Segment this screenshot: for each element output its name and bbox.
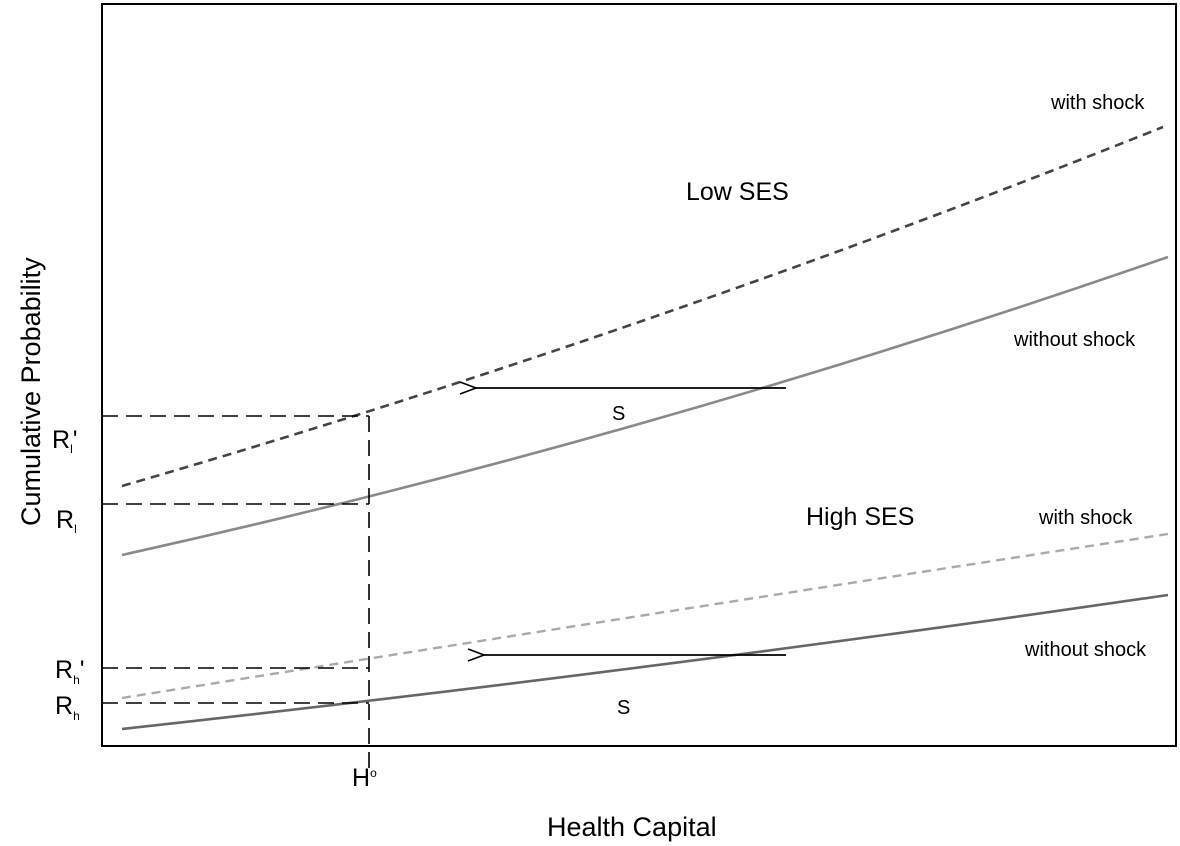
x-axis-title: Health Capital	[547, 812, 717, 842]
plot-frame	[101, 3, 1177, 747]
y-tick-rl: Rl	[56, 506, 77, 536]
low-ses-without-shock-curve	[121, 255, 1169, 557]
high-without-shock-label: without shock	[1024, 639, 1147, 661]
high-ses-with-shock-curve	[121, 532, 1169, 700]
low-ses-with-shock-curve	[121, 125, 1164, 488]
y-tick-rh: Rh	[55, 692, 80, 723]
high-ses-without-shock-curve	[121, 593, 1169, 731]
y-tick-rh-prime: Rh'	[55, 656, 85, 687]
high-with-shock-label: with shock	[1038, 507, 1133, 529]
low-without-shock-label: without shock	[1013, 329, 1136, 351]
high-ses-shift-label: S	[617, 697, 630, 719]
x-tick-h0: Ho	[352, 764, 377, 792]
guide-lines	[102, 415, 370, 770]
y-tick-rl-prime: Rl'	[52, 426, 78, 456]
low-ses-label: Low SES	[686, 178, 789, 206]
low-with-shock-label: with shock	[1050, 92, 1145, 114]
y-axis-title: Cumulative Probability	[16, 257, 46, 526]
low-ses-shift-label: S	[612, 403, 625, 425]
high-ses-label: High SES	[806, 503, 914, 531]
